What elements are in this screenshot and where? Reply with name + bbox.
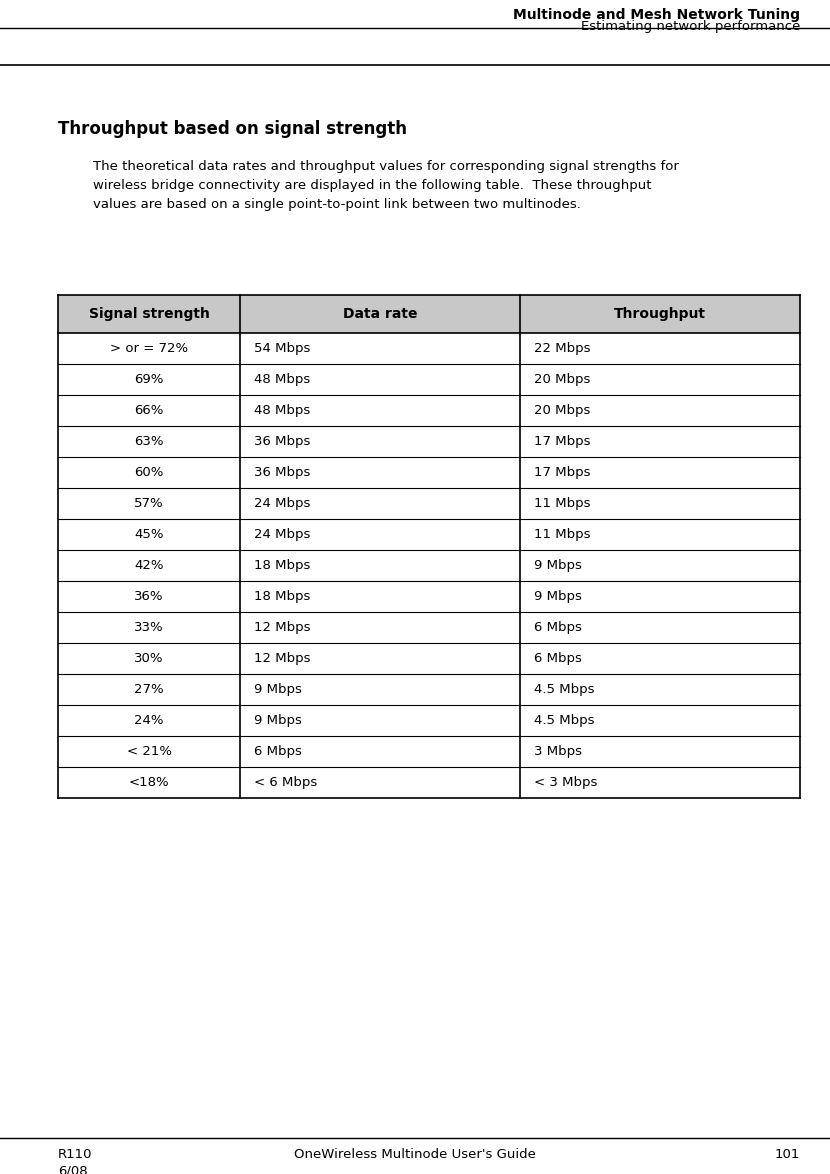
Text: Throughput based on signal strength: Throughput based on signal strength xyxy=(58,120,407,139)
Text: 11 Mbps: 11 Mbps xyxy=(534,528,590,541)
Text: 60%: 60% xyxy=(134,466,164,479)
Text: 20 Mbps: 20 Mbps xyxy=(534,373,590,386)
Text: 36 Mbps: 36 Mbps xyxy=(254,466,310,479)
Bar xyxy=(58,295,800,333)
Text: < 6 Mbps: < 6 Mbps xyxy=(254,776,317,789)
Text: 9 Mbps: 9 Mbps xyxy=(534,559,582,572)
Text: 3 Mbps: 3 Mbps xyxy=(534,745,582,758)
Text: Signal strength: Signal strength xyxy=(89,306,209,321)
Text: 12 Mbps: 12 Mbps xyxy=(254,621,310,634)
Text: 6 Mbps: 6 Mbps xyxy=(534,621,582,634)
Text: The theoretical data rates and throughput values for corresponding signal streng: The theoretical data rates and throughpu… xyxy=(93,160,679,173)
Text: Multinode and Mesh Network Tuning: Multinode and Mesh Network Tuning xyxy=(513,8,800,22)
Text: 36 Mbps: 36 Mbps xyxy=(254,436,310,448)
Text: < 3 Mbps: < 3 Mbps xyxy=(534,776,598,789)
Text: < 21%: < 21% xyxy=(126,745,172,758)
Text: 17 Mbps: 17 Mbps xyxy=(534,466,590,479)
Text: 22 Mbps: 22 Mbps xyxy=(534,342,590,355)
Text: OneWireless Multinode User's Guide: OneWireless Multinode User's Guide xyxy=(294,1148,536,1161)
Text: 4.5 Mbps: 4.5 Mbps xyxy=(534,714,594,727)
Text: 18 Mbps: 18 Mbps xyxy=(254,591,310,603)
Text: 9 Mbps: 9 Mbps xyxy=(534,591,582,603)
Text: 63%: 63% xyxy=(134,436,164,448)
Text: 24 Mbps: 24 Mbps xyxy=(254,497,310,510)
Text: 48 Mbps: 48 Mbps xyxy=(254,404,310,417)
Text: 101: 101 xyxy=(774,1148,800,1161)
Text: 42%: 42% xyxy=(134,559,164,572)
Text: 6 Mbps: 6 Mbps xyxy=(254,745,302,758)
Text: R110: R110 xyxy=(58,1148,92,1161)
Text: 57%: 57% xyxy=(134,497,164,510)
Text: 24 Mbps: 24 Mbps xyxy=(254,528,310,541)
Text: <18%: <18% xyxy=(129,776,169,789)
Text: 17 Mbps: 17 Mbps xyxy=(534,436,590,448)
Text: 6/08: 6/08 xyxy=(58,1163,88,1174)
Text: values are based on a single point-to-point link between two multinodes.: values are based on a single point-to-po… xyxy=(93,198,581,211)
Text: Data rate: Data rate xyxy=(343,306,417,321)
Text: > or = 72%: > or = 72% xyxy=(110,342,188,355)
Text: 33%: 33% xyxy=(134,621,164,634)
Text: Estimating network performance: Estimating network performance xyxy=(581,20,800,33)
Text: 4.5 Mbps: 4.5 Mbps xyxy=(534,683,594,696)
Text: 20 Mbps: 20 Mbps xyxy=(534,404,590,417)
Text: 36%: 36% xyxy=(134,591,164,603)
Text: 11 Mbps: 11 Mbps xyxy=(534,497,590,510)
Text: 54 Mbps: 54 Mbps xyxy=(254,342,310,355)
Text: 24%: 24% xyxy=(134,714,164,727)
Text: 48 Mbps: 48 Mbps xyxy=(254,373,310,386)
Text: 27%: 27% xyxy=(134,683,164,696)
Text: 45%: 45% xyxy=(134,528,164,541)
Text: 66%: 66% xyxy=(134,404,164,417)
Text: 18 Mbps: 18 Mbps xyxy=(254,559,310,572)
Text: 69%: 69% xyxy=(134,373,164,386)
Text: wireless bridge connectivity are displayed in the following table.  These throug: wireless bridge connectivity are display… xyxy=(93,178,652,193)
Text: 30%: 30% xyxy=(134,652,164,664)
Text: 9 Mbps: 9 Mbps xyxy=(254,714,302,727)
Text: Throughput: Throughput xyxy=(614,306,706,321)
Text: 9 Mbps: 9 Mbps xyxy=(254,683,302,696)
Text: 12 Mbps: 12 Mbps xyxy=(254,652,310,664)
Text: 6 Mbps: 6 Mbps xyxy=(534,652,582,664)
